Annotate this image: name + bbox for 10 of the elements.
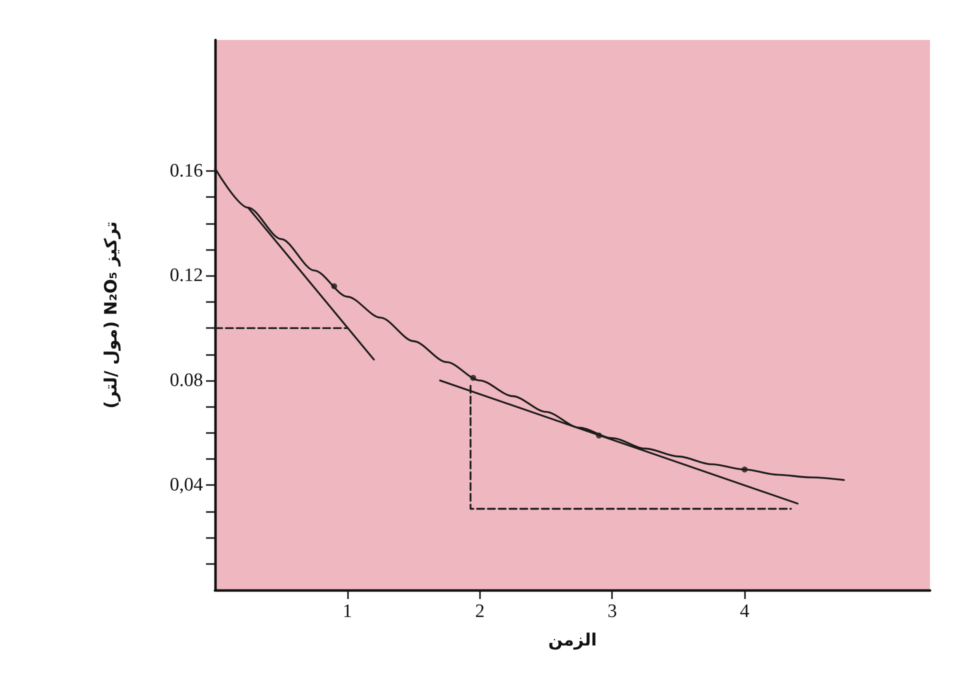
x-tick-label: 4 [740, 601, 750, 622]
x-tick-label: 2 [475, 601, 485, 622]
x-axis-title: الزمن [548, 630, 597, 650]
y-tick-label: 0,04 [170, 474, 204, 496]
x-tick-label: 3 [607, 601, 617, 622]
x-tick-label: 1 [342, 601, 352, 622]
y-tick-label: 0.16 [170, 160, 203, 182]
y-tick-label: 0.12 [170, 265, 203, 286]
y-tick-label: 0.08 [170, 370, 203, 391]
y-axis-title: تركيز N₂O₅ (مول /لتر) [102, 221, 122, 409]
